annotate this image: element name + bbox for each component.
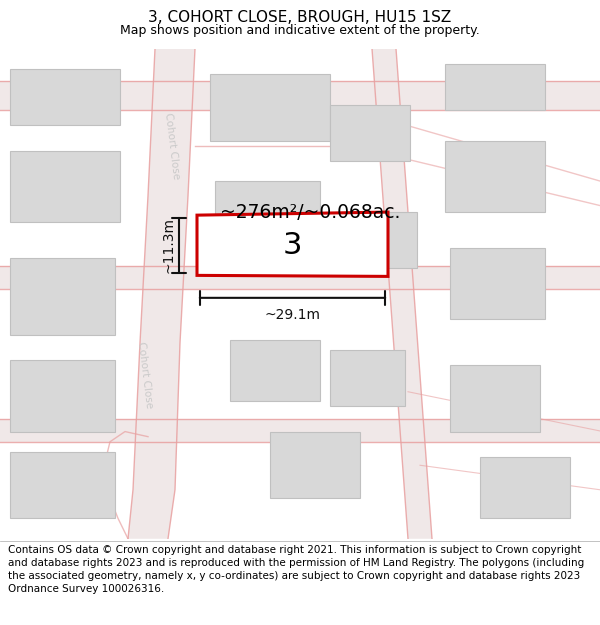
Text: ~11.3m: ~11.3m [161,217,175,273]
Bar [10,69,120,125]
Text: Map shows position and indicative extent of the property.: Map shows position and indicative extent… [120,24,480,36]
Bar [10,452,115,518]
Bar [450,248,545,319]
Bar [210,74,330,141]
Bar [230,340,320,401]
Bar [330,105,410,161]
Bar [0,81,600,110]
Text: 3, COHORT CLOSE, BROUGH, HU15 1SZ: 3, COHORT CLOSE, BROUGH, HU15 1SZ [148,10,452,25]
Polygon shape [372,49,432,539]
Bar [330,350,405,406]
Bar [450,365,540,431]
Bar [270,431,360,498]
Text: Cohort Close: Cohort Close [163,112,181,179]
Bar [445,64,545,110]
Bar [0,266,600,289]
Bar [10,258,115,334]
Bar [445,141,545,212]
Bar [0,419,600,442]
Text: Cohort Close: Cohort Close [136,341,154,409]
Bar [342,212,417,268]
Bar [10,151,120,222]
Bar [480,457,570,518]
Text: 3: 3 [283,231,302,260]
Text: Contains OS data © Crown copyright and database right 2021. This information is : Contains OS data © Crown copyright and d… [8,545,584,594]
Text: ~276m²/~0.068ac.: ~276m²/~0.068ac. [220,202,400,222]
Polygon shape [128,49,195,539]
Bar [215,181,320,253]
Polygon shape [197,212,388,276]
Bar [10,360,115,431]
Text: ~29.1m: ~29.1m [265,308,320,322]
